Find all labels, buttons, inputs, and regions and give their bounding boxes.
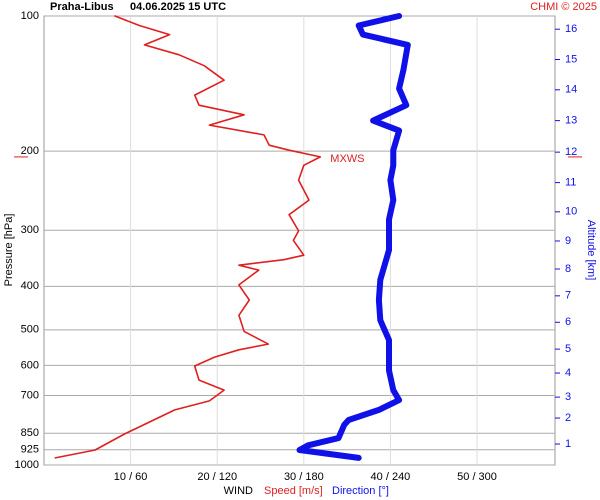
- x-axis-label: WIND: [224, 485, 253, 497]
- y2-tick-label: 13: [565, 115, 577, 127]
- y2-tick-label: 3: [565, 391, 571, 403]
- y-tick-label: 100: [21, 10, 39, 22]
- y-tick-label: 300: [21, 224, 39, 236]
- speed-line: [54, 15, 322, 459]
- direction-line: [296, 13, 411, 461]
- y2-tick-label: 7: [565, 290, 571, 302]
- x-tick-label: 50 / 300: [457, 471, 497, 483]
- y2-tick-label: 11: [565, 177, 576, 189]
- y2-tick-label: 16: [565, 23, 577, 35]
- x-tick-label: 30 / 180: [284, 471, 324, 483]
- x-tick-label: 20 / 120: [197, 471, 237, 483]
- legend-label: Direction [°]: [332, 485, 389, 497]
- y2-tick-label: 15: [565, 53, 577, 65]
- y2-tick-label: 2: [565, 412, 571, 424]
- x-tick-label: 10 / 60: [114, 471, 148, 483]
- max-wind-label: MXWS: [330, 153, 364, 165]
- x-tick-label: 40 / 240: [371, 471, 411, 483]
- y-axis-label: Pressure [hPa]: [3, 214, 15, 287]
- y2-tick-label: 14: [565, 84, 577, 96]
- y2-tick-label: 12: [565, 146, 577, 158]
- y-tick-label: 400: [21, 280, 39, 292]
- y-tick-label: 700: [21, 389, 39, 401]
- y-tick-label: 850: [21, 427, 39, 439]
- y2-tick-label: 10: [565, 206, 577, 218]
- credit: CHMI © 2025: [530, 1, 597, 13]
- y2-tick-label: 5: [565, 343, 571, 355]
- chart-title: Praha-Libus: [50, 1, 114, 13]
- y-tick-label: 925: [21, 444, 39, 456]
- y2-tick-label: 4: [565, 367, 571, 379]
- y-tick-label: 1000: [15, 459, 39, 471]
- chart-subtitle: 04.06.2025 15 UTC: [130, 1, 226, 13]
- y2-axis-label: Altitude [km]: [585, 220, 597, 281]
- y2-tick-label: 8: [565, 263, 571, 275]
- y-tick-label: 500: [21, 324, 39, 336]
- legend-label: Speed [m/s]: [264, 485, 323, 497]
- y2-tick-label: 9: [565, 235, 571, 247]
- y-tick-label: 200: [21, 145, 39, 157]
- y-tick-label: 600: [21, 359, 39, 371]
- y2-tick-label: 6: [565, 316, 571, 328]
- y2-tick-label: 1: [565, 438, 571, 450]
